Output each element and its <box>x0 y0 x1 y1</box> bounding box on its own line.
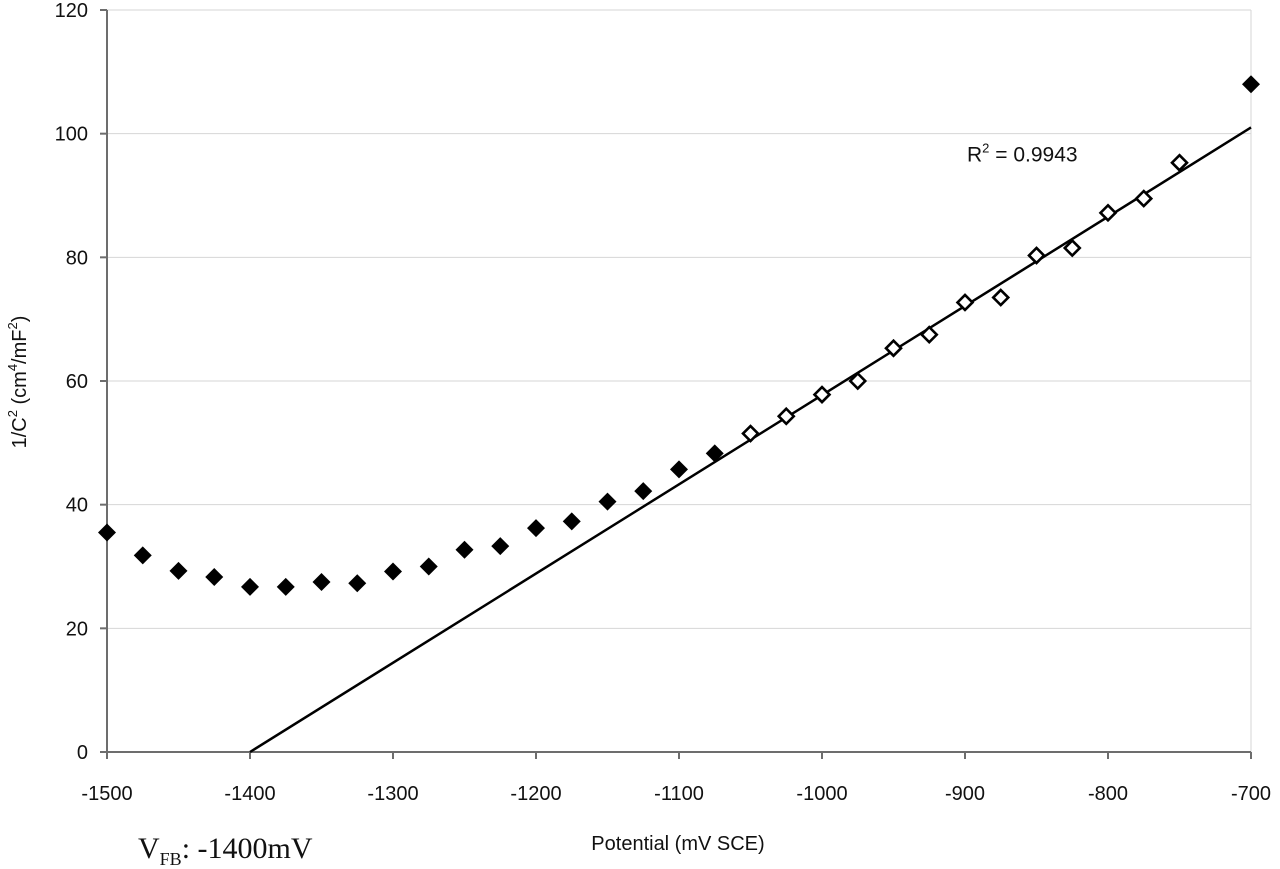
filled-diamond-point <box>384 562 402 581</box>
x-tick-label: -1200 <box>510 783 561 805</box>
x-tick-label: -1400 <box>224 783 275 805</box>
filled-diamond-point <box>705 444 724 463</box>
open-diamond-point <box>955 293 975 312</box>
open-diamond-point <box>776 406 796 426</box>
filled-diamond-point <box>598 492 617 511</box>
y-tick-label: 120 <box>55 0 88 22</box>
open-diamond-point <box>884 338 903 358</box>
filled-diamond-point <box>670 460 688 479</box>
y-tick-label: 0 <box>77 742 88 764</box>
open-diamond-point <box>1062 238 1082 258</box>
tick-labels: 0 20 40 60 80 100 120 -1500 -1400 -1300 -1200 -1100… <box>55 0 1271 805</box>
open-diamond-point <box>812 385 832 404</box>
filled-diamond-point <box>634 482 653 501</box>
open-diamond-point <box>991 288 1011 307</box>
filled-diamond-point <box>491 537 510 556</box>
filled-diamond-point <box>527 519 545 538</box>
flatband-potential-label: VFB: -1400mV <box>138 832 313 869</box>
y-tick-label: 100 <box>55 124 88 146</box>
open-diamond-point <box>848 371 868 391</box>
filled-diamond-point <box>562 512 581 531</box>
r2-value: = 0.9943 <box>989 143 1077 166</box>
filled-diamond-point <box>205 568 224 587</box>
x-axis-label: Potential (mV SCE) <box>591 833 764 855</box>
r2-label: R <box>967 143 982 166</box>
filled-diamond-point <box>419 557 438 576</box>
open-diamond-point <box>1134 189 1154 208</box>
r-squared-annotation: R2 = 0.9943 <box>967 140 1078 166</box>
r2-sup: 2 <box>982 140 989 155</box>
x-tick-label: -800 <box>1088 783 1128 805</box>
x-tick-label: -700 <box>1231 783 1271 805</box>
filled-diamond-point <box>1242 75 1260 94</box>
filled-diamond-point <box>98 523 116 542</box>
x-tick-label: -1100 <box>654 783 704 805</box>
x-tick-label: -1000 <box>796 783 847 805</box>
filled-diamond-point <box>133 546 152 565</box>
filled-diamond-point <box>455 540 474 559</box>
y-tick-label: 40 <box>66 495 88 517</box>
data-points <box>98 75 1260 596</box>
filled-diamond-point <box>312 572 331 591</box>
open-diamond-point <box>741 424 760 443</box>
open-diamond-point <box>919 325 939 344</box>
open-diamond-point <box>1098 203 1118 223</box>
filled-diamond-point <box>169 561 188 580</box>
x-tick-label: -900 <box>945 783 985 805</box>
grid-lines <box>107 9 1252 752</box>
y-axis-label: 1/C2 (cm4/mF2) <box>5 316 31 449</box>
axes <box>100 9 1252 759</box>
open-diamond-point <box>1027 246 1046 265</box>
y-tick-label: 60 <box>66 371 88 393</box>
filled-diamond-point <box>276 577 295 596</box>
y-tick-label: 80 <box>66 247 88 269</box>
y-tick-label: 20 <box>66 618 88 640</box>
x-tick-label: -1500 <box>81 783 132 805</box>
filled-diamond-point <box>241 577 259 596</box>
filled-diamond-point <box>348 574 367 593</box>
x-tick-label: -1300 <box>367 783 418 805</box>
open-diamond-point <box>1170 153 1189 173</box>
